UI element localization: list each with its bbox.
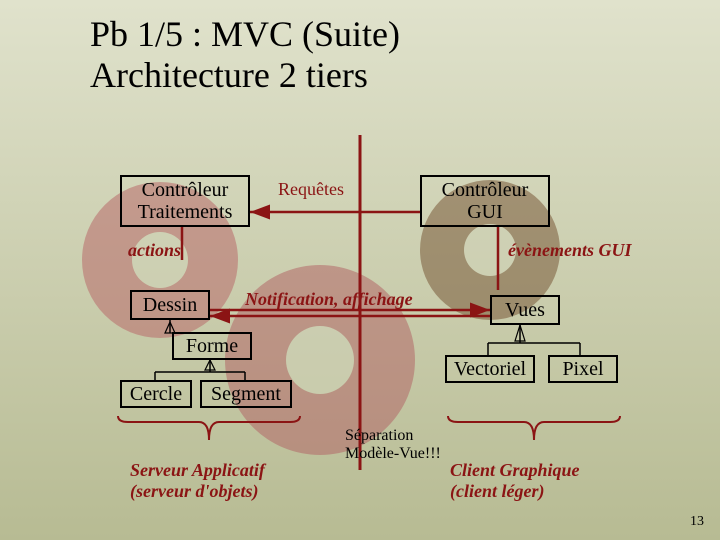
label-client-graphique: Client Graphique (client léger) (450, 460, 580, 501)
sep-l1: Séparation (345, 427, 413, 444)
box-forme: Forme (172, 332, 252, 360)
box-dessin: Dessin (130, 290, 210, 320)
ctrl-gui-l2: GUI (467, 201, 503, 223)
label-evenements-gui: évènements GUI (508, 240, 631, 261)
ctrl-gui-l1: Contrôleur (442, 179, 529, 201)
cli-l2: (client léger) (450, 481, 544, 501)
slide: Pb 1/5 : MVC (Suite) Architecture 2 tier… (0, 0, 720, 540)
box-vectoriel: Vectoriel (445, 355, 535, 383)
label-requetes: Requêtes (278, 179, 344, 200)
srv-l1: Serveur Applicatif (130, 460, 265, 480)
label-serveur-applicatif: Serveur Applicatif (serveur d'objets) (130, 460, 265, 501)
ctrl-trait-l2: Traitements (138, 201, 233, 223)
page-number: 13 (690, 514, 704, 530)
label-notification-affichage: Notification, affichage (245, 289, 413, 310)
cli-l1: Client Graphique (450, 460, 580, 480)
box-controleur-traitements: Contrôleur Traitements (120, 175, 250, 227)
box-vues: Vues (490, 295, 560, 325)
label-separation-modele-vue: Séparation Modèle-Vue!!! (345, 427, 441, 462)
label-actions: actions (128, 240, 181, 261)
srv-l2: (serveur d'objets) (130, 481, 258, 501)
box-pixel: Pixel (548, 355, 618, 383)
box-controleur-gui: Contrôleur GUI (420, 175, 550, 227)
ctrl-trait-l1: Contrôleur (142, 179, 229, 201)
sep-l2: Modèle-Vue!!! (345, 445, 441, 462)
box-segment: Segment (200, 380, 292, 408)
box-cercle: Cercle (120, 380, 192, 408)
